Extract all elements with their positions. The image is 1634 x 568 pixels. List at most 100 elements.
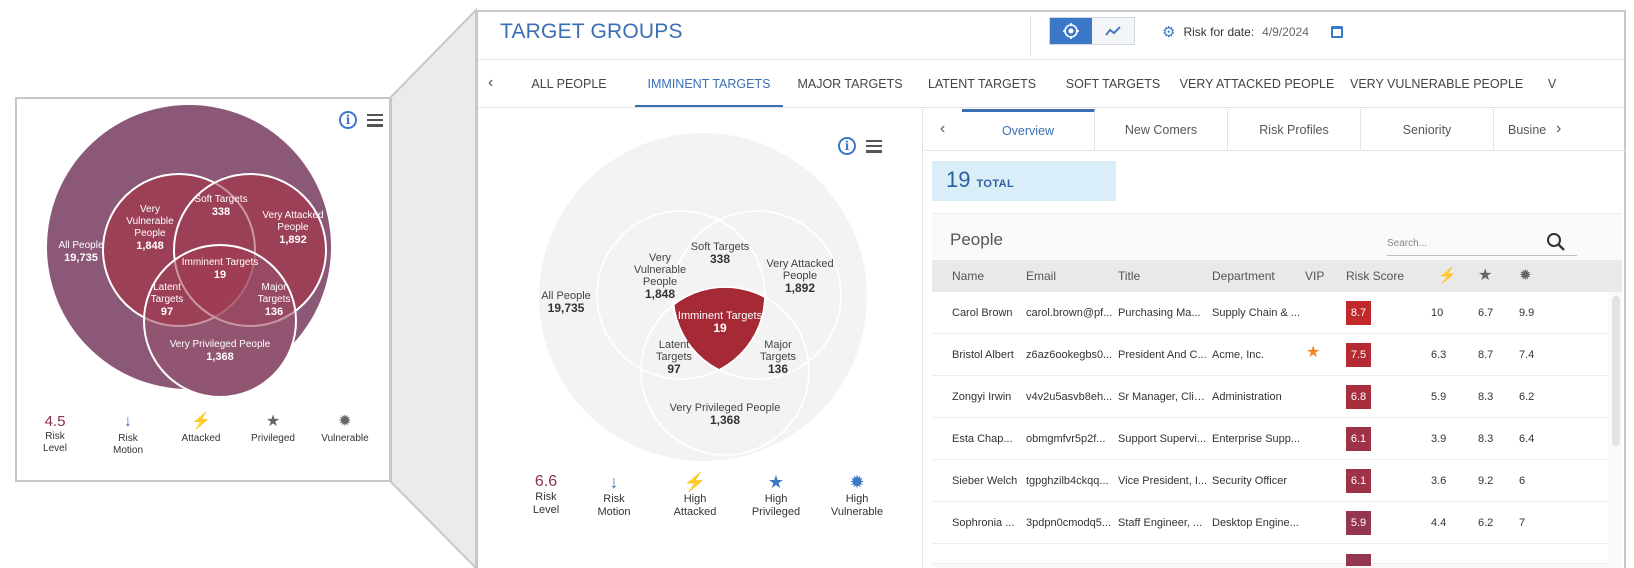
vulnerable-label-1: Very	[649, 252, 672, 264]
cell-email: obmgmfvr5p2f...	[1026, 433, 1106, 445]
tab-seniority[interactable]: Seniority	[1361, 109, 1494, 150]
latent-label-2: Targets	[656, 351, 693, 363]
risk-motion-metric[interactable]: ↓ Risk Motion	[83, 413, 173, 457]
chevron-left-icon[interactable]: ‹	[488, 74, 494, 91]
privileged-count: 1,368	[710, 413, 740, 427]
table-row[interactable]: Esta Chap... obmgmfvr5p2f... Support Super…	[932, 418, 1608, 460]
tab-soft-targets[interactable]: SOFT TARGETS	[1065, 77, 1161, 91]
imminent-targets-count: 19	[713, 321, 727, 335]
calendar-icon[interactable]	[1330, 26, 1343, 38]
tab-overflow[interactable]: V	[1547, 77, 1557, 91]
tab-risk-profiles[interactable]: Risk Profiles	[1228, 109, 1361, 150]
table-row[interactable]: Bristol Albert z6az6ookegbs0... President …	[932, 334, 1608, 376]
very-privileged-circle[interactable]	[143, 244, 297, 398]
info-icon[interactable]: i	[838, 137, 856, 155]
col-name[interactable]: Name	[952, 269, 985, 283]
cell-score-p: 8.7	[1478, 349, 1494, 361]
attacked-label-2: People	[783, 270, 817, 282]
tab-new-comers[interactable]: New Comers	[1095, 109, 1228, 150]
chevron-right-icon[interactable]: ›	[1556, 120, 1562, 137]
circle-outline	[640, 286, 810, 456]
app-header: TARGET GROUPS	[478, 12, 1624, 60]
cell-name: Esta Chap...	[952, 433, 1013, 445]
tab-major-targets[interactable]: MAJOR TARGETS	[797, 77, 903, 91]
tab-very-attacked-people[interactable]: VERY ATTACKED PEOPLE	[1179, 77, 1335, 91]
imminent-targets-label: Imminent Targets	[678, 310, 763, 322]
cell-score-p: 8.3	[1478, 433, 1494, 445]
tab-all-people[interactable]: ALL PEOPLE	[531, 77, 607, 91]
cell-title: Support Supervi...	[1118, 433, 1207, 445]
privileged-metric[interactable]: ★ Privileged	[229, 413, 317, 457]
tab-latent-targets[interactable]: LATENT TARGETS	[927, 77, 1037, 91]
tab-overview[interactable]: Overview	[962, 109, 1095, 150]
vulnerable-metric[interactable]: ✹ Vulnerable	[317, 413, 373, 457]
table-row[interactable]: Sophronia ... 3pdpn0cmodq5... Staff Engine…	[932, 502, 1608, 544]
table-row[interactable]	[932, 544, 1608, 566]
search-input[interactable]	[1387, 232, 1537, 254]
menu-icon[interactable]	[367, 113, 383, 127]
high-attacked-metric[interactable]: ⚡ High Attacked	[654, 473, 736, 519]
metrics-row: 6.6 Risk Level ↓ Risk Motion ⚡ High Atta…	[518, 473, 898, 519]
attacked-count: 1,892	[785, 281, 815, 295]
col-email[interactable]: Email	[1026, 269, 1057, 283]
cell-score-v: 6	[1519, 475, 1526, 487]
vulnerable-label-1: Very	[140, 204, 160, 215]
attacked-count: 1,892	[279, 234, 307, 246]
search-box	[1387, 232, 1577, 256]
trend-view-button[interactable]	[1092, 18, 1134, 44]
total-label: TOTAL	[976, 178, 1015, 190]
table-scrollbar[interactable]	[1612, 296, 1620, 446]
table-row[interactable]: Zongyi Irwin v4v2u5asvb8eh... Sr Manager, …	[932, 376, 1608, 418]
high-privileged-metric[interactable]: ★ High Privileged	[736, 473, 816, 519]
col-title[interactable]: Title	[1118, 269, 1141, 283]
attacked-label-1: Very Attacked	[766, 258, 833, 270]
col-department[interactable]: Department	[1212, 269, 1275, 283]
soft-targets-label: Soft Targets	[691, 241, 750, 253]
star-icon[interactable]: ★	[1478, 267, 1493, 284]
risk-date-value[interactable]: 4/9/2024	[1262, 25, 1309, 39]
latent-count: 97	[161, 306, 173, 318]
search-icon[interactable]	[1545, 231, 1567, 253]
cell-score-a: 3.6	[1431, 475, 1447, 487]
attacked-label: Attacked	[181, 433, 221, 444]
risk-motion-metric[interactable]: ↓ Risk Motion	[574, 473, 654, 519]
table-row[interactable]: Carol Brown carol.brown@pf... Purchasing M…	[932, 292, 1608, 334]
cell-email: v4v2u5asvb8eh...	[1026, 391, 1113, 403]
cell-score-a: 3.9	[1431, 433, 1447, 445]
menu-icon[interactable]	[866, 139, 882, 153]
vulnerable-count: 1,848	[645, 287, 675, 301]
small-panel-actions: i	[339, 111, 383, 129]
major-count: 136	[265, 306, 283, 318]
attacked-metric[interactable]: ⚡ Attacked	[173, 413, 229, 457]
cell-score-v: 6.2	[1519, 391, 1535, 403]
vulnerable-label-3: People	[643, 276, 677, 288]
latent-label-1: Latent	[153, 282, 181, 293]
bolt-icon[interactable]: ⚡	[1438, 267, 1457, 284]
risk-score-badge: 8.7	[1346, 301, 1371, 325]
cell-score-v: 9.9	[1519, 307, 1535, 319]
tab-very-vulnerable-people[interactable]: VERY VULNERABLE PEOPLE	[1350, 77, 1524, 91]
target-view-button[interactable]	[1050, 18, 1092, 44]
col-risk-score[interactable]: Risk Score	[1346, 269, 1405, 283]
chevron-left-icon[interactable]: ‹	[940, 120, 946, 137]
cell-score-v: 7	[1519, 517, 1526, 529]
high-privileged-label-2: Privileged	[751, 506, 801, 518]
bug-icon[interactable]: ✹	[1519, 267, 1532, 284]
total-summary: 19 TOTAL	[932, 161, 1116, 201]
small-venn-diagram: All People19,735VeryVulnerablePeople1,84…	[47, 105, 331, 398]
table-row[interactable]: Sieber Welch tgpghzilb4ckqq... Vice Presid…	[932, 460, 1608, 502]
cell-department: Acme, Inc.	[1212, 349, 1264, 361]
high-attacked-label-2: Attacked	[673, 506, 717, 518]
group-tabs: ‹ ALL PEOPLE IMMINENT TARGETS MAJOR TARG…	[478, 60, 1624, 108]
cell-email: carol.brown@pf...	[1026, 307, 1113, 319]
high-vulnerable-metric[interactable]: ✹ High Vulnerable	[816, 473, 898, 519]
tab-imminent-targets[interactable]: IMMINENT TARGETS	[635, 60, 783, 107]
cell-title: Staff Engineer, ...	[1118, 517, 1203, 529]
tab-business[interactable]: Busine	[1508, 123, 1546, 137]
cell-score-a: 10	[1431, 307, 1444, 319]
cell-department: Supply Chain & ...	[1212, 307, 1301, 319]
gear-icon[interactable]: ⚙	[1162, 24, 1176, 41]
col-vip[interactable]: VIP	[1305, 269, 1325, 283]
info-icon[interactable]: i	[339, 111, 357, 129]
vulnerable-label-3: People	[134, 228, 166, 239]
